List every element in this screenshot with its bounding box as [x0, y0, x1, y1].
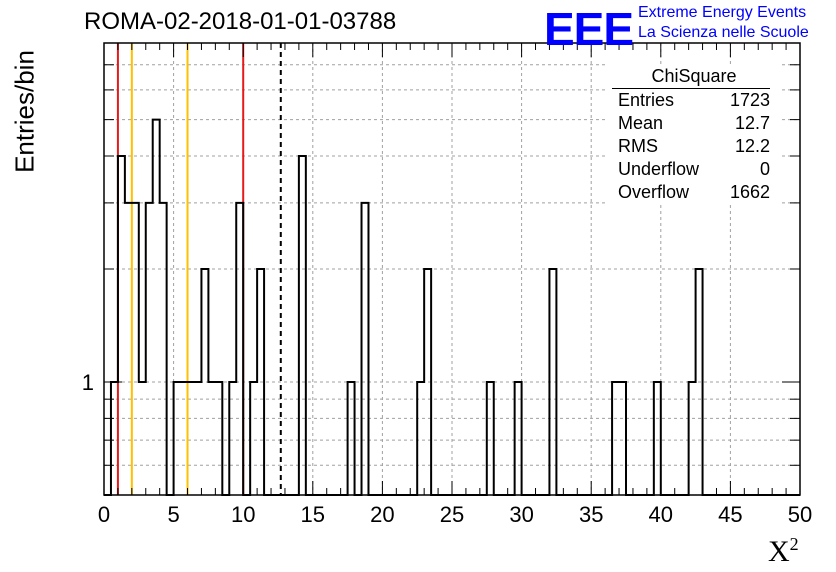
x-tick-label: 40 [649, 502, 673, 527]
stats-box: ChiSquare Entries 1723 Mean 12.7 RMS 12.… [608, 64, 780, 204]
x-tick-label: 25 [440, 502, 464, 527]
stats-title: ChiSquare [651, 66, 737, 86]
histogram-bin [181, 382, 188, 495]
histogram-bin [132, 203, 139, 495]
histogram-bin [139, 382, 146, 495]
histogram-bin [619, 382, 626, 495]
stats-value: 12.7 [734, 113, 770, 133]
eee-logo: EEE [544, 3, 634, 55]
histogram-bin [487, 382, 494, 495]
stats-row-mean: Mean 12.7 [608, 112, 780, 135]
histogram-bin [257, 269, 264, 495]
histogram-bin [146, 203, 153, 495]
histogram-bin [362, 203, 369, 495]
x-tick-label: 35 [579, 502, 603, 527]
x-axis-label: X2 [768, 534, 799, 569]
y-axis-label: Entries/bin [9, 50, 40, 173]
histogram-bin [612, 382, 619, 495]
histogram-bin [236, 203, 243, 495]
x-tick-label: 5 [167, 502, 179, 527]
stats-value: 1662 [729, 182, 770, 202]
histogram-bin [118, 156, 125, 495]
stats-row-rms: RMS 12.2 [608, 135, 780, 158]
histogram-bin [153, 120, 160, 495]
histogram-bin [250, 382, 257, 495]
histogram-bin [201, 269, 208, 495]
stats-value: 0 [759, 159, 770, 179]
stats-row-entries: Entries 1723 [608, 89, 780, 112]
histogram-series [104, 118, 800, 496]
histogram-bin [188, 382, 195, 495]
x-axis-label-superscript: 2 [789, 534, 799, 554]
x-tick-label: 15 [301, 502, 325, 527]
histogram-bin [174, 382, 181, 495]
stats-label: Overflow [618, 182, 690, 202]
x-tick-label: 50 [788, 502, 812, 527]
histogram-outline [104, 118, 800, 496]
stats-row-underflow: Underflow 0 [608, 158, 780, 181]
y-tick-label: 1 [82, 370, 94, 395]
stats-label: Entries [618, 90, 675, 110]
stats-row-overflow: Overflow 1662 [608, 181, 780, 204]
histogram-bin [549, 269, 556, 495]
histogram-bin [689, 382, 696, 495]
histogram-bin [208, 382, 215, 495]
x-tick-label: 45 [718, 502, 742, 527]
x-axis-label-base: X [768, 535, 790, 568]
stats-divider [612, 88, 770, 89]
histogram-bin [424, 269, 431, 495]
histogram-bin [229, 382, 236, 495]
stats-value: 12.2 [734, 136, 770, 156]
chart-title: ROMA-02-2018-01-01-03788 [84, 8, 397, 35]
stats-label: Mean [618, 113, 664, 133]
stats-value: 1723 [729, 90, 770, 110]
stats-label: Underflow [618, 159, 700, 179]
x-tick-label: 10 [231, 502, 255, 527]
grid [104, 43, 800, 495]
x-tick-label: 30 [509, 502, 533, 527]
histogram-bin [515, 382, 522, 495]
histogram-bin [696, 269, 703, 495]
histogram-bin [654, 382, 661, 495]
histogram-bin [215, 382, 222, 495]
axis-ticks [103, 42, 801, 496]
x-tick-label: 0 [98, 502, 110, 527]
tick-labels: 0 5 10 15 20 25 30 35 40 45 50 1 [82, 370, 812, 527]
logo-line-1: Extreme Energy Events [638, 4, 807, 21]
logo-line-2: La Scienza nelle Scuole [638, 24, 809, 41]
histogram-bin [299, 156, 306, 495]
x-tick-label: 20 [370, 502, 394, 527]
stats-label: RMS [618, 136, 658, 156]
histogram-bin [417, 382, 424, 495]
histogram-bin [125, 203, 132, 495]
histogram-bin [348, 382, 355, 495]
histogram-bin [194, 382, 201, 495]
histogram-bin [160, 203, 167, 495]
